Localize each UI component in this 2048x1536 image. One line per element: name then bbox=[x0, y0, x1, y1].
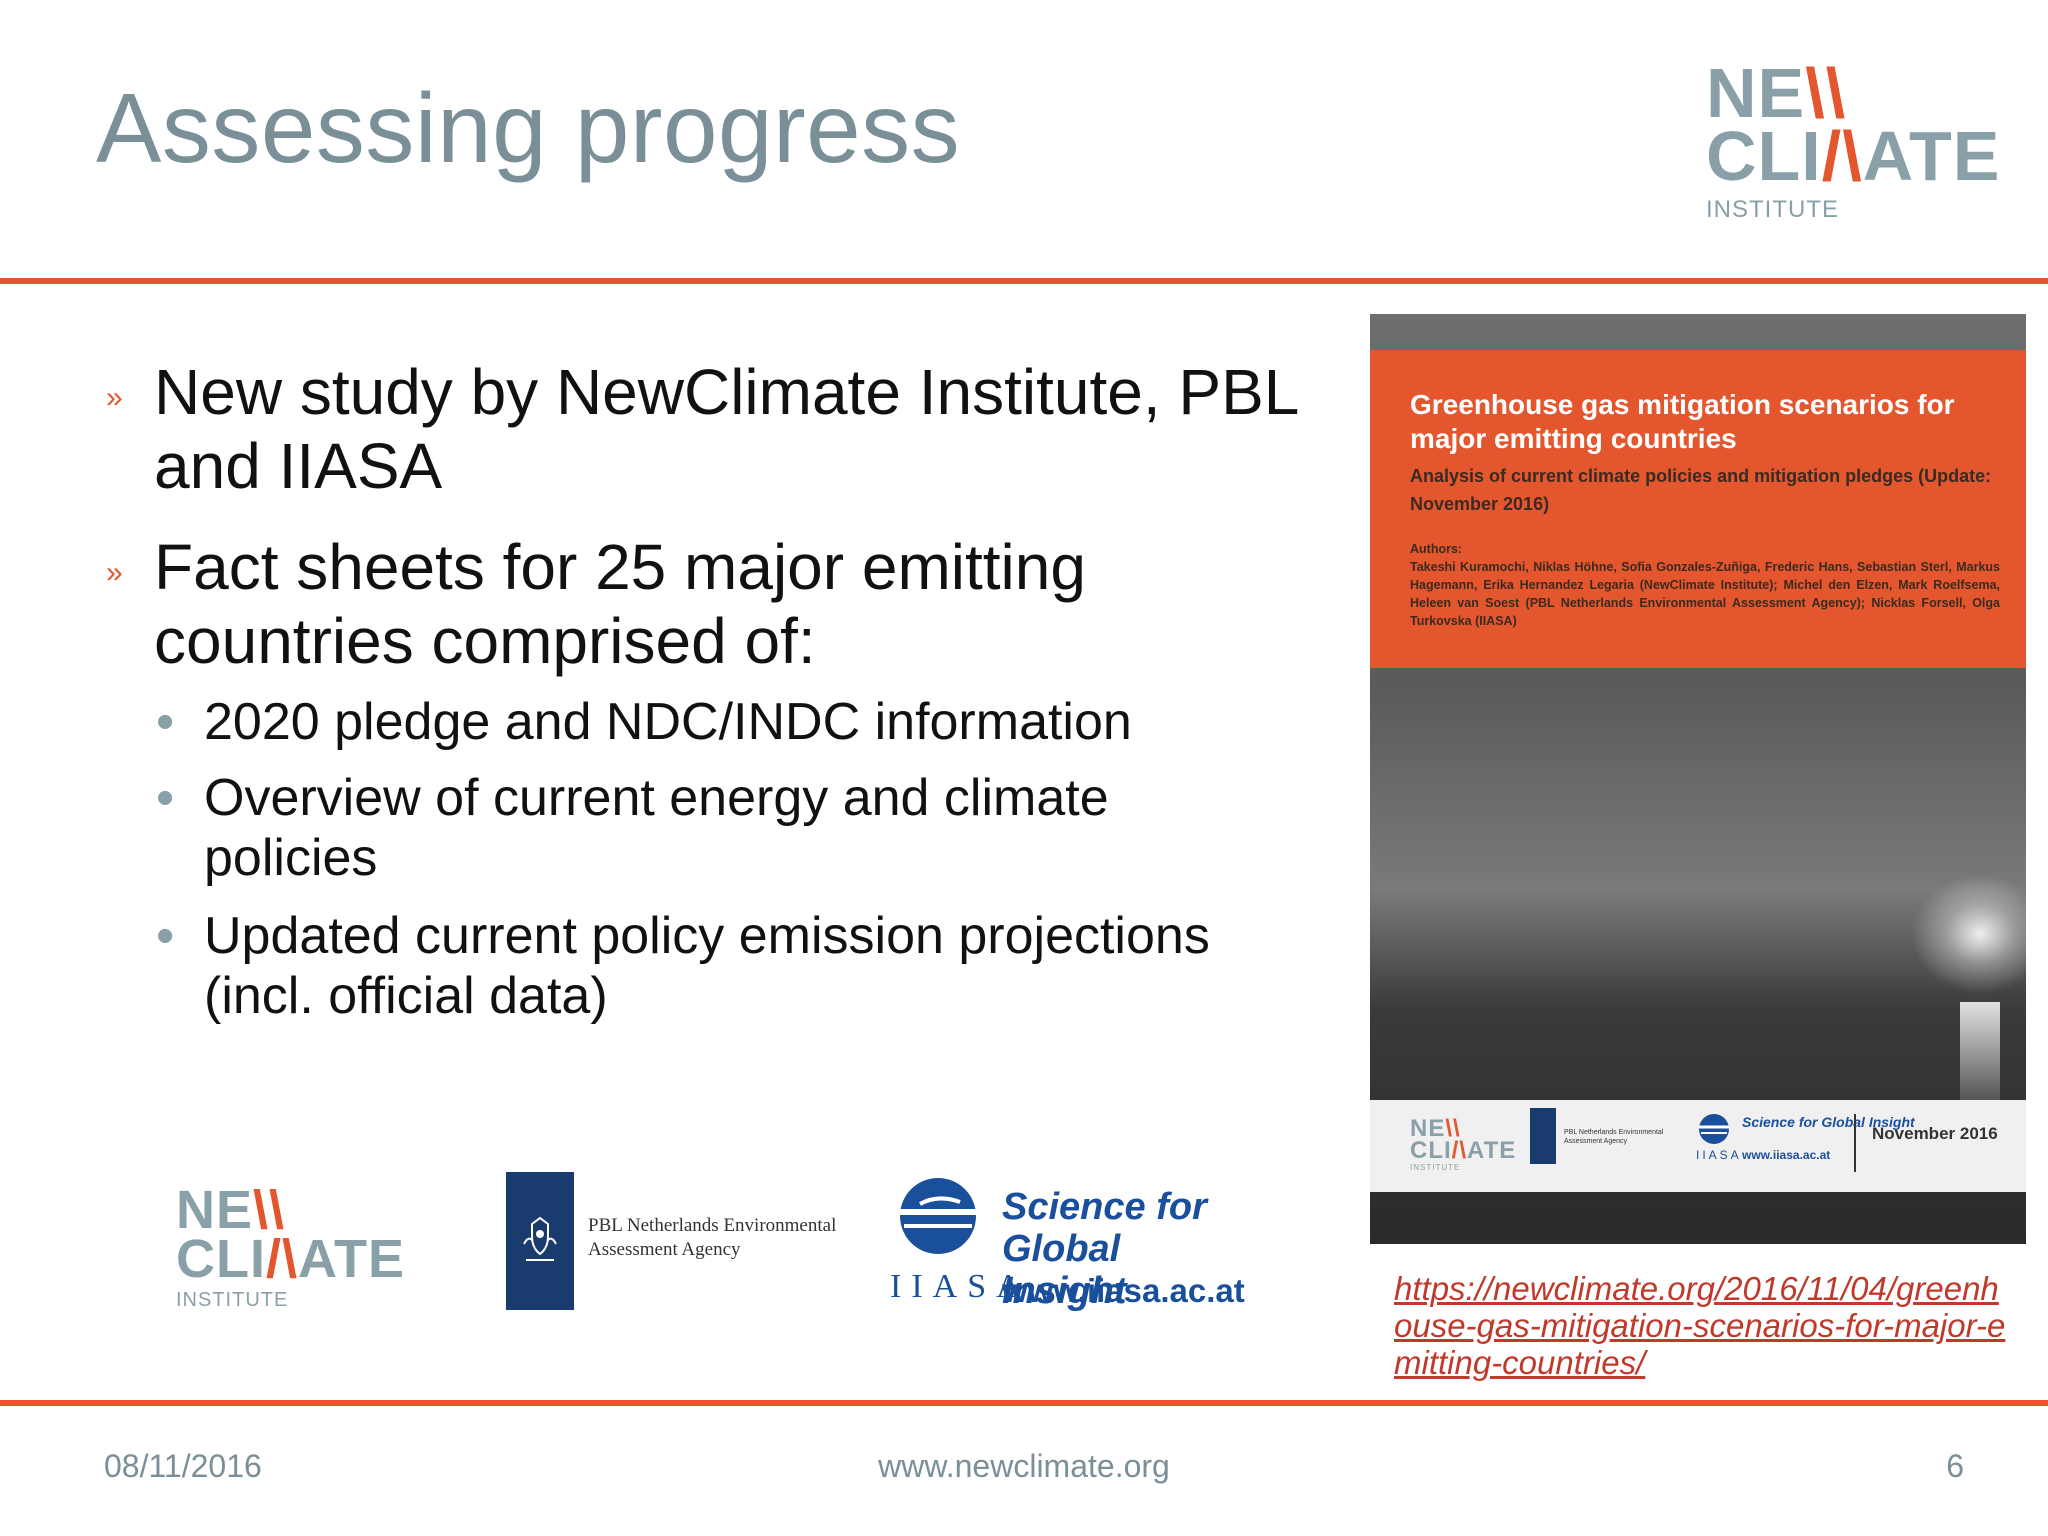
cover-title: Greenhouse gas mitigation scenarios for … bbox=[1410, 389, 1955, 454]
cover-authors-list: Takeshi Kuramochi, Niklas Höhne, Sofia G… bbox=[1410, 560, 2000, 628]
report-cover: Greenhouse gas mitigation scenarios for … bbox=[1370, 314, 2026, 1244]
logo-text-ate: ATE bbox=[1467, 1136, 1517, 1164]
logo-text-ne: NE bbox=[1706, 54, 1806, 132]
globe-icon bbox=[1699, 1114, 1729, 1144]
subbullet-text: Updated current policy emission projecti… bbox=[204, 907, 1210, 1025]
footer-date: 08/11/2016 bbox=[104, 1448, 262, 1484]
subbullet-item: • 2020 pledge and NDC/INDC information bbox=[152, 692, 1252, 752]
newclimate-logo-small: NE\\ CLI/\ATE INSTITUTE bbox=[176, 1183, 406, 1312]
cover-logo-strip: NE\\ CLI/\ATE INSTITUTE PBL Netherlands … bbox=[1370, 1100, 2026, 1192]
sunset-glow bbox=[1910, 874, 2026, 994]
subbullet-dot-icon: • bbox=[156, 907, 175, 965]
bullet-item: » New study by NewClimate Institute, PBL… bbox=[106, 355, 1306, 503]
logo-text-ate: ATE bbox=[1862, 117, 2001, 195]
iiasa-wordmark-mini: IIASA bbox=[1696, 1148, 1742, 1162]
subbullet-text: 2020 pledge and NDC/INDC information bbox=[204, 693, 1132, 751]
logo-text-ate: ATE bbox=[298, 1228, 406, 1289]
globe-icon bbox=[890, 1172, 986, 1264]
iiasa-logo: IIASA Science for Global Insight www.iia… bbox=[890, 1172, 1250, 1312]
cover-authors-label: Authors: bbox=[1410, 542, 1463, 556]
cover-date: November 2016 bbox=[1872, 1124, 1998, 1143]
logo-institute: INSTITUTE bbox=[176, 1289, 289, 1312]
cover-subtitle: Analysis of current climate policies and… bbox=[1410, 466, 1992, 514]
logo-text-cli: CLI bbox=[1706, 117, 1822, 195]
logo-text-cli: CLI bbox=[1410, 1136, 1452, 1164]
pbl-logo: PBL Netherlands Environmental Assessment… bbox=[506, 1172, 862, 1310]
footer-divider bbox=[0, 1400, 2048, 1406]
bullet-marker-icon: » bbox=[106, 381, 123, 414]
logo-text-ne: NE bbox=[176, 1180, 254, 1240]
logo-mark-m: /\ bbox=[266, 1228, 299, 1289]
slide-title: Assessing progress bbox=[96, 73, 961, 183]
iiasa-wordmark: IIASA bbox=[890, 1268, 1031, 1305]
iiasa-url: www.iiasa.ac.at bbox=[1002, 1272, 1245, 1309]
pbl-emblem bbox=[506, 1172, 574, 1310]
pbl-emblem-mini bbox=[1530, 1108, 1556, 1164]
header-divider bbox=[0, 278, 2048, 284]
footer-url: www.newclimate.org bbox=[878, 1448, 1170, 1484]
bullet-text: New study by NewClimate Institute, PBL a… bbox=[154, 356, 1297, 502]
newclimate-logo: NE\\ CLI/\ATE INSTITUTE bbox=[1706, 58, 2001, 224]
page-number: 6 bbox=[1946, 1448, 1964, 1484]
subbullet-item: • Updated current policy emission projec… bbox=[152, 906, 1252, 1026]
logo-mark-w: \\ bbox=[1805, 54, 1847, 132]
logo-institute: INSTITUTE bbox=[1706, 196, 1839, 223]
logo-mark-m: /\ bbox=[1451, 1136, 1468, 1164]
pbl-name: PBL Netherlands Environmental Assessment… bbox=[588, 1215, 837, 1260]
logo-mark-m: /\ bbox=[1821, 117, 1863, 195]
pbl-name-mini: PBL Netherlands Environmental Assessment… bbox=[1564, 1129, 1664, 1145]
logo-mark-w: \\ bbox=[253, 1180, 286, 1240]
logo-text-ne: NE bbox=[1410, 1115, 1446, 1142]
bullet-item: » Fact sheets for 25 major emitting coun… bbox=[106, 530, 1306, 678]
cover-divider bbox=[1854, 1114, 1856, 1172]
iiasa-url-mini: www.iiasa.ac.at bbox=[1742, 1148, 1831, 1162]
iiasa-tagline-mini: Science for Global Insight bbox=[1742, 1114, 1915, 1130]
bullet-marker-icon: » bbox=[106, 556, 123, 589]
cover-authors: Authors: Takeshi Kuramochi, Niklas Höhne… bbox=[1410, 540, 2000, 630]
iiasa-tagline: Science for Global Insight bbox=[1002, 1186, 1207, 1312]
logo-institute: INSTITUTE bbox=[1410, 1163, 1461, 1173]
report-link[interactable]: https://newclimate.org/2016/11/04/greenh… bbox=[1394, 1270, 2006, 1381]
logo-text-cli: CLI bbox=[176, 1228, 266, 1289]
subbullet-dot-icon: • bbox=[156, 769, 175, 827]
subbullet-text: Overview of current energy and climate p… bbox=[204, 769, 1109, 887]
newclimate-logo-mini: NE\\ CLI/\ATE INSTITUTE bbox=[1410, 1115, 1517, 1173]
subbullet-dot-icon: • bbox=[156, 693, 175, 751]
cover-title-panel: Greenhouse gas mitigation scenarios for … bbox=[1370, 350, 2026, 668]
subbullet-item: • Overview of current energy and climate… bbox=[152, 768, 1252, 888]
crest-icon bbox=[523, 1216, 557, 1261]
logo-mark-w: \\ bbox=[1445, 1115, 1461, 1142]
bullet-text: Fact sheets for 25 major emitting countr… bbox=[154, 531, 1086, 677]
